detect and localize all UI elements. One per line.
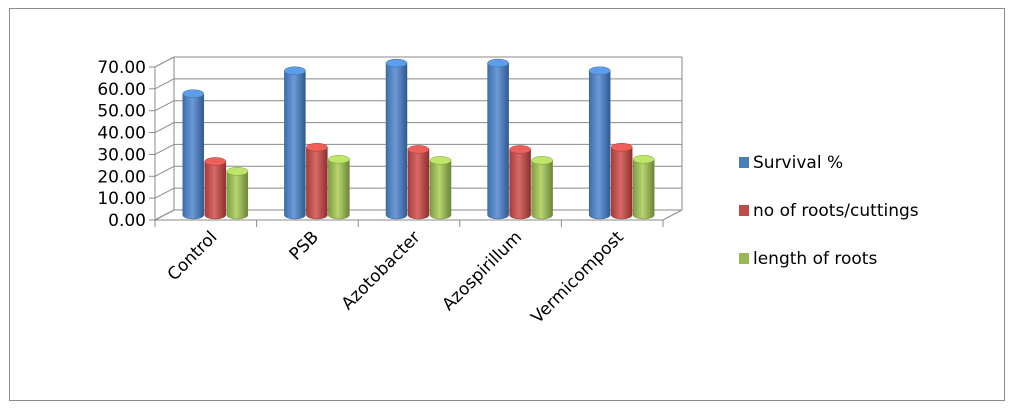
bar-no-of-roots-cuttings-psb xyxy=(306,142,328,220)
bar-length-of-roots-psb xyxy=(328,155,350,220)
bar-top xyxy=(429,156,452,165)
bars xyxy=(182,58,655,220)
legend-label: length of roots xyxy=(753,249,877,269)
bar-top xyxy=(610,142,633,152)
legend-label: no of roots/cuttings xyxy=(753,201,919,221)
bar-body xyxy=(509,149,531,220)
bar-body xyxy=(182,93,205,220)
bar-top xyxy=(487,58,509,68)
x-category-label: Control xyxy=(164,227,222,285)
legend-label: Survival % xyxy=(753,153,843,173)
x-category-label: PSB xyxy=(286,227,323,264)
bar-top xyxy=(182,89,205,98)
bar-no-of-roots-cuttings-azotobacter xyxy=(407,145,430,220)
bar-body xyxy=(284,70,306,220)
bar-top xyxy=(204,157,227,166)
gridline-side xyxy=(154,187,175,199)
bar-body xyxy=(204,161,227,220)
bar-top xyxy=(588,66,611,75)
y-tick-label: 60.00 xyxy=(97,80,146,100)
gridline-side xyxy=(154,143,175,155)
bar-top xyxy=(407,145,430,154)
bar-top xyxy=(328,155,350,164)
bar-body xyxy=(632,159,655,220)
bar-no-of-roots-cuttings-azospirillum xyxy=(509,145,531,220)
y-tick-label: 30.00 xyxy=(97,145,146,165)
gridline-side xyxy=(154,122,175,134)
bar-no-of-roots-cuttings-control xyxy=(204,157,227,220)
bar-body xyxy=(407,149,430,220)
bar-survival--azotobacter xyxy=(385,58,408,220)
bar-body xyxy=(385,62,408,220)
gridline-side xyxy=(154,100,175,112)
bar-length-of-roots-azotobacter xyxy=(429,156,452,220)
y-tick-label: 70.00 xyxy=(97,58,146,78)
bar-length-of-roots-vermicompost xyxy=(632,155,655,220)
bar-top xyxy=(284,66,306,75)
bar-body xyxy=(328,159,350,220)
bar-top xyxy=(531,156,553,165)
gridline-side xyxy=(154,78,175,90)
bar-length-of-roots-control xyxy=(226,167,249,220)
bar-body xyxy=(306,146,328,220)
legend: Survival % no of roots/cuttings length of … xyxy=(739,153,919,269)
bar-top xyxy=(509,145,531,154)
bar-top xyxy=(385,58,408,68)
y-tick-label: 20.00 xyxy=(97,167,146,187)
bar-body xyxy=(226,171,249,220)
bar-top xyxy=(306,142,328,152)
legend-swatch xyxy=(739,253,749,264)
legend-swatch xyxy=(739,205,749,216)
x-category-label: Azospirillum xyxy=(439,227,527,315)
y-tick-label: 50.00 xyxy=(97,102,146,122)
y-tick-label: 10.00 xyxy=(97,189,146,209)
bar-survival--control xyxy=(182,89,205,220)
floor xyxy=(154,209,683,221)
bar-body xyxy=(487,62,509,220)
bar-body xyxy=(531,160,553,220)
y-tick-label: 0.00 xyxy=(108,211,146,231)
bar-survival--psb xyxy=(284,66,306,220)
bar-top xyxy=(226,167,249,176)
gridline-side xyxy=(154,56,175,68)
bar-survival--vermicompost xyxy=(588,66,611,220)
axes xyxy=(149,57,683,227)
y-tick-label: 40.00 xyxy=(97,124,146,144)
bar-no-of-roots-cuttings-vermicompost xyxy=(610,142,633,220)
x-category-label: Vermicompost xyxy=(527,227,627,327)
gridline-side xyxy=(154,165,175,177)
bar-body xyxy=(610,146,633,220)
legend-swatch xyxy=(739,157,749,168)
bar-body xyxy=(429,160,452,220)
bar-length-of-roots-azospirillum xyxy=(531,156,553,220)
bar-top xyxy=(632,155,655,164)
bar-survival--azospirillum xyxy=(487,58,509,220)
bar-body xyxy=(588,70,611,220)
x-category-label: Azotobacter xyxy=(338,227,425,314)
